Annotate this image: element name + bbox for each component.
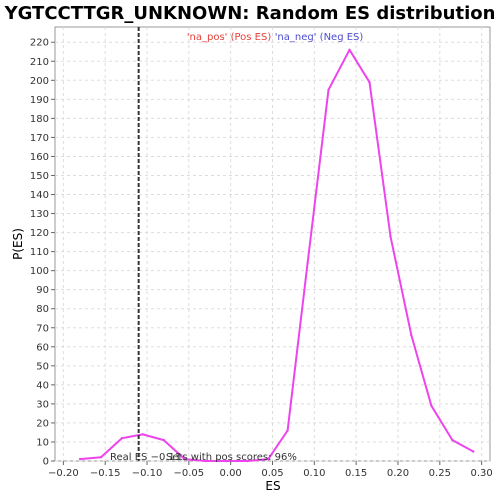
data-point xyxy=(141,433,145,436)
y-tick-label: 140 xyxy=(30,190,49,201)
y-tick-label: 30 xyxy=(36,399,49,410)
x-tick-label: −0.20 xyxy=(48,468,79,479)
x-tick-label: 0.30 xyxy=(471,468,493,479)
series-line xyxy=(80,48,474,462)
chart-title: YGTCCTTGR_UNKNOWN: Random ES distributio… xyxy=(4,3,496,24)
x-tick-label: 0.25 xyxy=(429,468,451,479)
data-point xyxy=(327,88,330,92)
x-tick-label: 0.00 xyxy=(220,468,242,479)
y-tick-label: 10 xyxy=(36,437,49,448)
series-group xyxy=(78,48,475,463)
y-axis-label: P(ES) xyxy=(11,228,25,260)
x-tick-label: 0.15 xyxy=(345,468,367,479)
y-tick-label: 0 xyxy=(43,457,49,468)
data-point xyxy=(389,235,392,238)
data-point xyxy=(368,81,371,84)
data-point xyxy=(306,261,309,265)
data-point xyxy=(472,450,475,453)
data-point xyxy=(204,459,207,463)
y-tick-label: 190 xyxy=(30,95,49,106)
legend: 'na_pos' (Pos ES) 'na_neg' (Neg ES) xyxy=(187,32,364,43)
real-es-label: Real ES −0.11 xyxy=(110,452,181,463)
axes: 0 10 20 30 40 50 60 70 80 90 100 110 120 130 140 150 160… xyxy=(30,38,493,479)
y-tick-label: 60 xyxy=(36,342,49,353)
data-point xyxy=(99,455,103,459)
data-point xyxy=(78,457,82,461)
x-tick-label: 0.05 xyxy=(261,468,283,479)
pos-scores-annotation: Sets with pos scores: 96% xyxy=(166,452,297,463)
x-axis-label: ES xyxy=(265,479,280,493)
x-tick-label: −0.15 xyxy=(90,468,121,479)
data-point xyxy=(246,459,249,463)
data-point xyxy=(348,48,351,52)
x-tick-label: 0.10 xyxy=(303,468,325,479)
y-tick-label: 110 xyxy=(30,247,49,258)
y-tick-label: 210 xyxy=(30,57,49,68)
x-tick-label: 0.20 xyxy=(387,468,409,479)
y-tick-label: 90 xyxy=(36,285,49,296)
y-tick-label: 150 xyxy=(30,171,49,182)
data-point xyxy=(267,457,270,461)
x-tick-label: −0.05 xyxy=(174,468,205,479)
y-tick-label: 50 xyxy=(36,361,49,372)
y-tick-label: 100 xyxy=(30,266,49,277)
data-point xyxy=(120,436,124,440)
y-tick-label: 40 xyxy=(36,380,49,391)
y-tick-label: 120 xyxy=(30,228,49,239)
legend-entry-pos: 'na_pos' (Pos ES) xyxy=(187,32,272,43)
data-point xyxy=(162,438,165,442)
data-point xyxy=(183,457,186,461)
y-tick-label: 220 xyxy=(30,38,49,49)
grid xyxy=(55,27,490,462)
y-tick-label: 180 xyxy=(30,114,49,125)
legend-entry-neg: 'na_neg' (Neg ES) xyxy=(275,32,364,43)
data-point xyxy=(410,334,413,337)
data-point xyxy=(286,429,289,432)
y-tick-label: 70 xyxy=(36,323,49,334)
y-tick-label: 80 xyxy=(36,304,49,315)
y-tick-label: 160 xyxy=(30,152,49,163)
x-tick-label: −0.10 xyxy=(132,468,163,479)
y-tick-label: 200 xyxy=(30,76,49,87)
data-point xyxy=(430,404,433,407)
data-point xyxy=(225,459,228,463)
y-tick-label: 130 xyxy=(30,209,49,220)
data-point xyxy=(451,438,454,442)
y-tick-label: 170 xyxy=(30,133,49,144)
y-tick-label: 20 xyxy=(36,418,49,429)
